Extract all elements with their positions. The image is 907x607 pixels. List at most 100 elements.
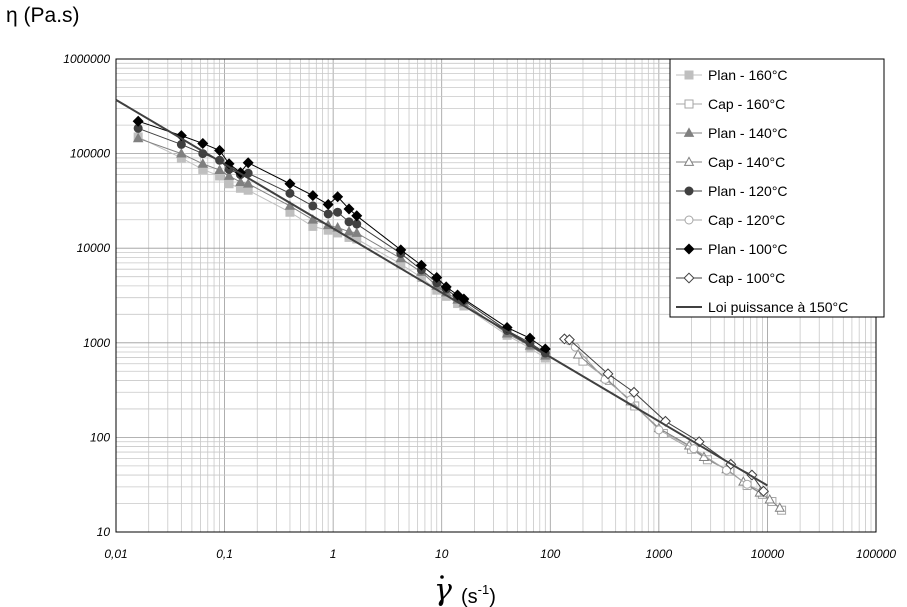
legend-label: Cap - 120°C [708, 212, 785, 228]
legend-marker [683, 156, 695, 166]
data-point [197, 137, 209, 149]
data-point [689, 444, 699, 454]
x-axis-unit-base: (s [461, 586, 478, 607]
data-point [132, 132, 144, 143]
data-point [458, 293, 470, 305]
legend-entry: Plan - 100°C [676, 241, 788, 257]
legend: Plan - 160°C Cap - 160°C Plan - 140°C Cap -… [669, 58, 885, 318]
y-tick-label: 10000 [77, 241, 111, 255]
x-axis-unit-end: ) [489, 586, 496, 607]
legend-label: Plan - 120°C [708, 183, 788, 199]
data-point [764, 493, 775, 504]
legend-marker [683, 272, 695, 284]
data-point [344, 217, 354, 227]
legend-label: Cap - 140°C [708, 154, 785, 170]
legend-entry: Plan - 120°C [676, 183, 788, 199]
data-point [223, 170, 235, 180]
x-tick-label: 1000 [646, 547, 673, 561]
y-tick-label: 1000 [83, 336, 110, 350]
legend-entry: Plan - 140°C [676, 125, 788, 141]
data-point [333, 207, 343, 217]
x-tick-label: 1 [330, 547, 337, 561]
y-tick-label: 10 [97, 525, 111, 539]
legend-marker [684, 99, 694, 109]
y-tick-label: 1000000 [63, 52, 110, 66]
legend-label: Cap - 100°C [708, 270, 785, 286]
data-point [197, 158, 209, 168]
legend-marker [683, 127, 695, 137]
tick-labels: 0,01 0,1 1 10 100 1000 10000 100000 10 100 1000 100… [63, 52, 896, 561]
legend-label: Loi puissance à 150°C [708, 299, 848, 315]
data-point [602, 368, 614, 380]
x-tick-label: 0,01 [104, 547, 127, 561]
data-point [214, 164, 225, 174]
data-point [332, 191, 344, 203]
data-point [285, 188, 295, 198]
x-axis-unit-exp: -1 [478, 582, 490, 597]
y-tick-label: 100000 [70, 147, 110, 161]
legend-entry: Cap - 160°C [676, 96, 785, 112]
data-point [242, 178, 254, 188]
series-0 [133, 132, 550, 363]
data-point [343, 203, 355, 215]
data-point [176, 147, 187, 158]
data-point [307, 214, 319, 224]
legend-marker [684, 215, 694, 225]
data-point [308, 201, 318, 211]
x-axis-title-dot [440, 575, 444, 579]
series-8 [115, 98, 768, 487]
series-7 [558, 333, 770, 497]
legend-label: Cap - 160°C [708, 96, 785, 112]
data-point [242, 157, 254, 169]
data-point [628, 386, 640, 398]
data-point [415, 259, 427, 271]
legend-label: Plan - 140°C [708, 125, 788, 141]
data-point [176, 139, 186, 149]
legend-marker [684, 70, 694, 80]
x-axis-title: γ (s-1) [434, 573, 496, 607]
legend-entry: Cap - 100°C [676, 270, 785, 286]
legend-entry: Cap - 120°C [676, 212, 785, 228]
data-point [322, 198, 334, 210]
series-2 [132, 132, 551, 360]
data-point [757, 485, 770, 497]
x-tick-label: 0,1 [216, 547, 233, 561]
data-point [307, 190, 319, 202]
data-point [214, 144, 226, 156]
legend-entry: Loi puissance à 150°C [676, 299, 848, 315]
data-point [570, 342, 580, 352]
x-tick-label: 10 [435, 547, 449, 561]
x-axis-title-symbol: γ [434, 573, 452, 607]
data-point [572, 348, 584, 359]
data-point [284, 200, 296, 210]
legend-label: Plan - 160°C [708, 67, 788, 83]
y-axis-title: η (Pa.s) [6, 4, 80, 27]
data-point [224, 179, 234, 189]
x-tick-label: 100000 [856, 547, 896, 561]
data-point [524, 332, 536, 344]
legend-entry: Plan - 160°C [676, 67, 788, 83]
data-point [654, 425, 664, 435]
series-5 [564, 336, 769, 498]
data-point [351, 227, 363, 237]
data-point [452, 289, 464, 301]
data-point [235, 176, 246, 186]
data-point [563, 334, 575, 346]
legend-marker [684, 186, 694, 196]
data-point [132, 115, 144, 127]
legend-entry: Cap - 140°C [676, 154, 785, 170]
data-point [351, 210, 363, 222]
legend-label: Plan - 100°C [708, 241, 788, 257]
data-point [431, 272, 443, 284]
legend-marker [683, 243, 695, 255]
data-point [722, 465, 732, 475]
legend-box [669, 58, 885, 318]
data-point [742, 479, 752, 489]
data-point [774, 502, 786, 512]
data-point [323, 209, 333, 219]
data-point [440, 281, 452, 293]
y-tick-label: 100 [90, 430, 110, 444]
data-point [578, 356, 588, 366]
series-6 [132, 115, 551, 355]
